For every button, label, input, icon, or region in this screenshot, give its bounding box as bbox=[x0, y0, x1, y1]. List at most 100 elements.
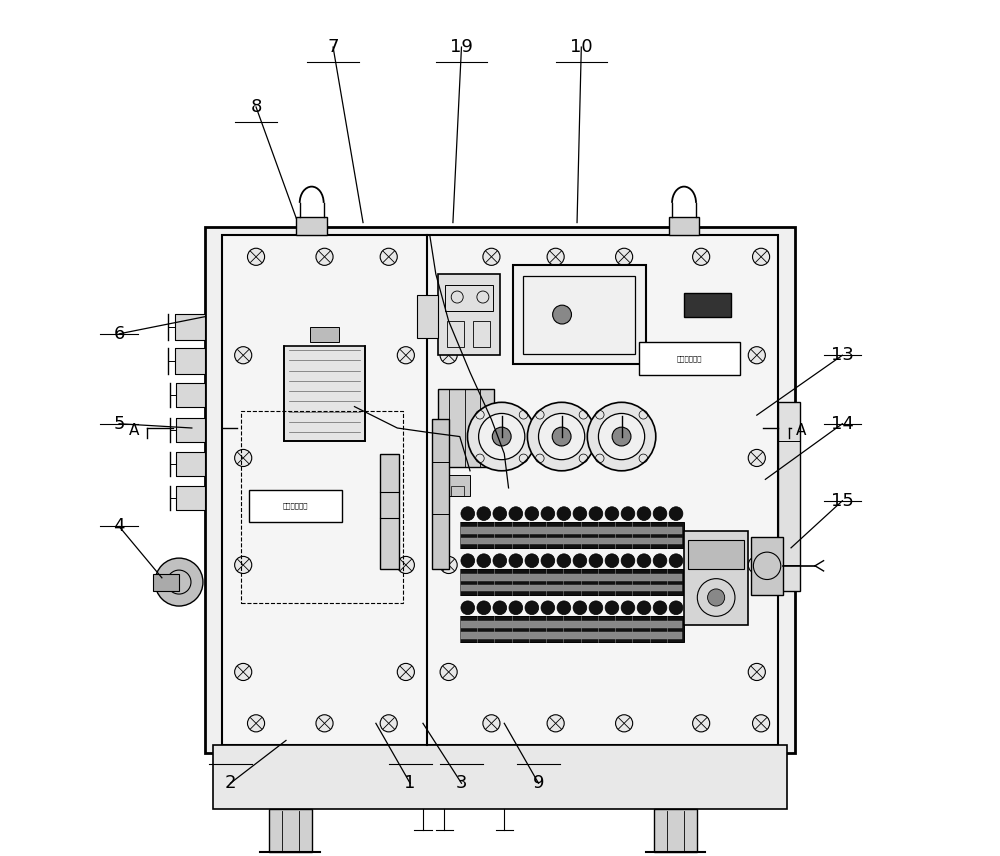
Circle shape bbox=[541, 507, 555, 520]
Circle shape bbox=[637, 507, 651, 520]
Circle shape bbox=[541, 601, 555, 615]
Bar bbox=[438, 274, 500, 355]
Text: 15: 15 bbox=[831, 491, 854, 510]
Circle shape bbox=[461, 554, 475, 568]
Bar bbox=[380, 454, 399, 569]
Bar bbox=[639, 342, 740, 375]
Circle shape bbox=[669, 554, 683, 568]
Circle shape bbox=[440, 556, 457, 574]
Circle shape bbox=[669, 601, 683, 615]
Bar bbox=[460, 522, 684, 548]
Text: 5: 5 bbox=[113, 414, 125, 433]
Circle shape bbox=[612, 427, 631, 446]
Circle shape bbox=[653, 507, 667, 520]
Bar bbox=[269, 809, 312, 852]
Circle shape bbox=[493, 554, 507, 568]
Text: A: A bbox=[128, 423, 139, 438]
Circle shape bbox=[637, 554, 651, 568]
Circle shape bbox=[479, 413, 525, 460]
Circle shape bbox=[653, 554, 667, 568]
Circle shape bbox=[483, 248, 500, 265]
Circle shape bbox=[573, 554, 587, 568]
Text: 7: 7 bbox=[327, 38, 339, 56]
Bar bbox=[461, 621, 682, 628]
Bar bbox=[284, 347, 365, 441]
Circle shape bbox=[235, 347, 252, 364]
Bar bbox=[296, 217, 327, 235]
Bar bbox=[451, 486, 464, 496]
Bar bbox=[176, 486, 205, 510]
Circle shape bbox=[525, 554, 539, 568]
Circle shape bbox=[461, 507, 475, 520]
Bar bbox=[176, 452, 205, 476]
Circle shape bbox=[235, 556, 252, 574]
Text: 4: 4 bbox=[113, 517, 125, 536]
Circle shape bbox=[621, 554, 635, 568]
Circle shape bbox=[235, 449, 252, 467]
Circle shape bbox=[553, 306, 571, 324]
Circle shape bbox=[247, 248, 265, 265]
Bar bbox=[434, 475, 470, 496]
Text: 严禁带电打开: 严禁带电打开 bbox=[676, 355, 702, 362]
Circle shape bbox=[616, 248, 633, 265]
Circle shape bbox=[467, 402, 536, 471]
Bar bbox=[432, 419, 449, 569]
Bar bbox=[751, 537, 783, 595]
Circle shape bbox=[527, 402, 596, 471]
Circle shape bbox=[493, 507, 507, 520]
Circle shape bbox=[605, 554, 619, 568]
Circle shape bbox=[748, 556, 765, 574]
Circle shape bbox=[547, 248, 564, 265]
Circle shape bbox=[493, 601, 507, 615]
Circle shape bbox=[621, 601, 635, 615]
Circle shape bbox=[247, 715, 265, 732]
Circle shape bbox=[552, 427, 571, 446]
Circle shape bbox=[587, 402, 656, 471]
Bar bbox=[513, 265, 646, 364]
Circle shape bbox=[653, 601, 667, 615]
Circle shape bbox=[589, 601, 603, 615]
Bar bbox=[460, 569, 684, 595]
Circle shape bbox=[753, 715, 770, 732]
Circle shape bbox=[693, 248, 710, 265]
Bar bbox=[461, 527, 682, 534]
Circle shape bbox=[541, 554, 555, 568]
Circle shape bbox=[557, 507, 571, 520]
Bar bbox=[461, 585, 682, 591]
Circle shape bbox=[440, 663, 457, 681]
Circle shape bbox=[753, 248, 770, 265]
Text: 3: 3 bbox=[456, 774, 467, 793]
Bar bbox=[778, 402, 800, 591]
Circle shape bbox=[397, 663, 414, 681]
Circle shape bbox=[397, 347, 414, 364]
Bar bbox=[175, 314, 205, 340]
Circle shape bbox=[557, 601, 571, 615]
Bar bbox=[654, 809, 697, 852]
Circle shape bbox=[669, 507, 683, 520]
Circle shape bbox=[605, 507, 619, 520]
Circle shape bbox=[509, 601, 523, 615]
Text: 1: 1 bbox=[404, 774, 416, 793]
Bar bbox=[460, 616, 684, 642]
Circle shape bbox=[235, 663, 252, 681]
Circle shape bbox=[605, 601, 619, 615]
Circle shape bbox=[316, 715, 333, 732]
Circle shape bbox=[748, 347, 765, 364]
Bar bbox=[447, 321, 464, 347]
Text: 9: 9 bbox=[533, 774, 544, 793]
Bar bbox=[417, 295, 438, 338]
Bar bbox=[241, 411, 403, 603]
Circle shape bbox=[557, 554, 571, 568]
Circle shape bbox=[621, 507, 635, 520]
Circle shape bbox=[397, 556, 414, 574]
Circle shape bbox=[477, 554, 491, 568]
Text: 2: 2 bbox=[225, 774, 236, 793]
Bar bbox=[175, 348, 205, 374]
Text: 8: 8 bbox=[250, 98, 262, 116]
Bar bbox=[153, 574, 179, 591]
Bar bbox=[310, 327, 339, 342]
Circle shape bbox=[693, 715, 710, 732]
Circle shape bbox=[589, 554, 603, 568]
Bar bbox=[461, 538, 682, 544]
Bar bbox=[222, 235, 778, 745]
